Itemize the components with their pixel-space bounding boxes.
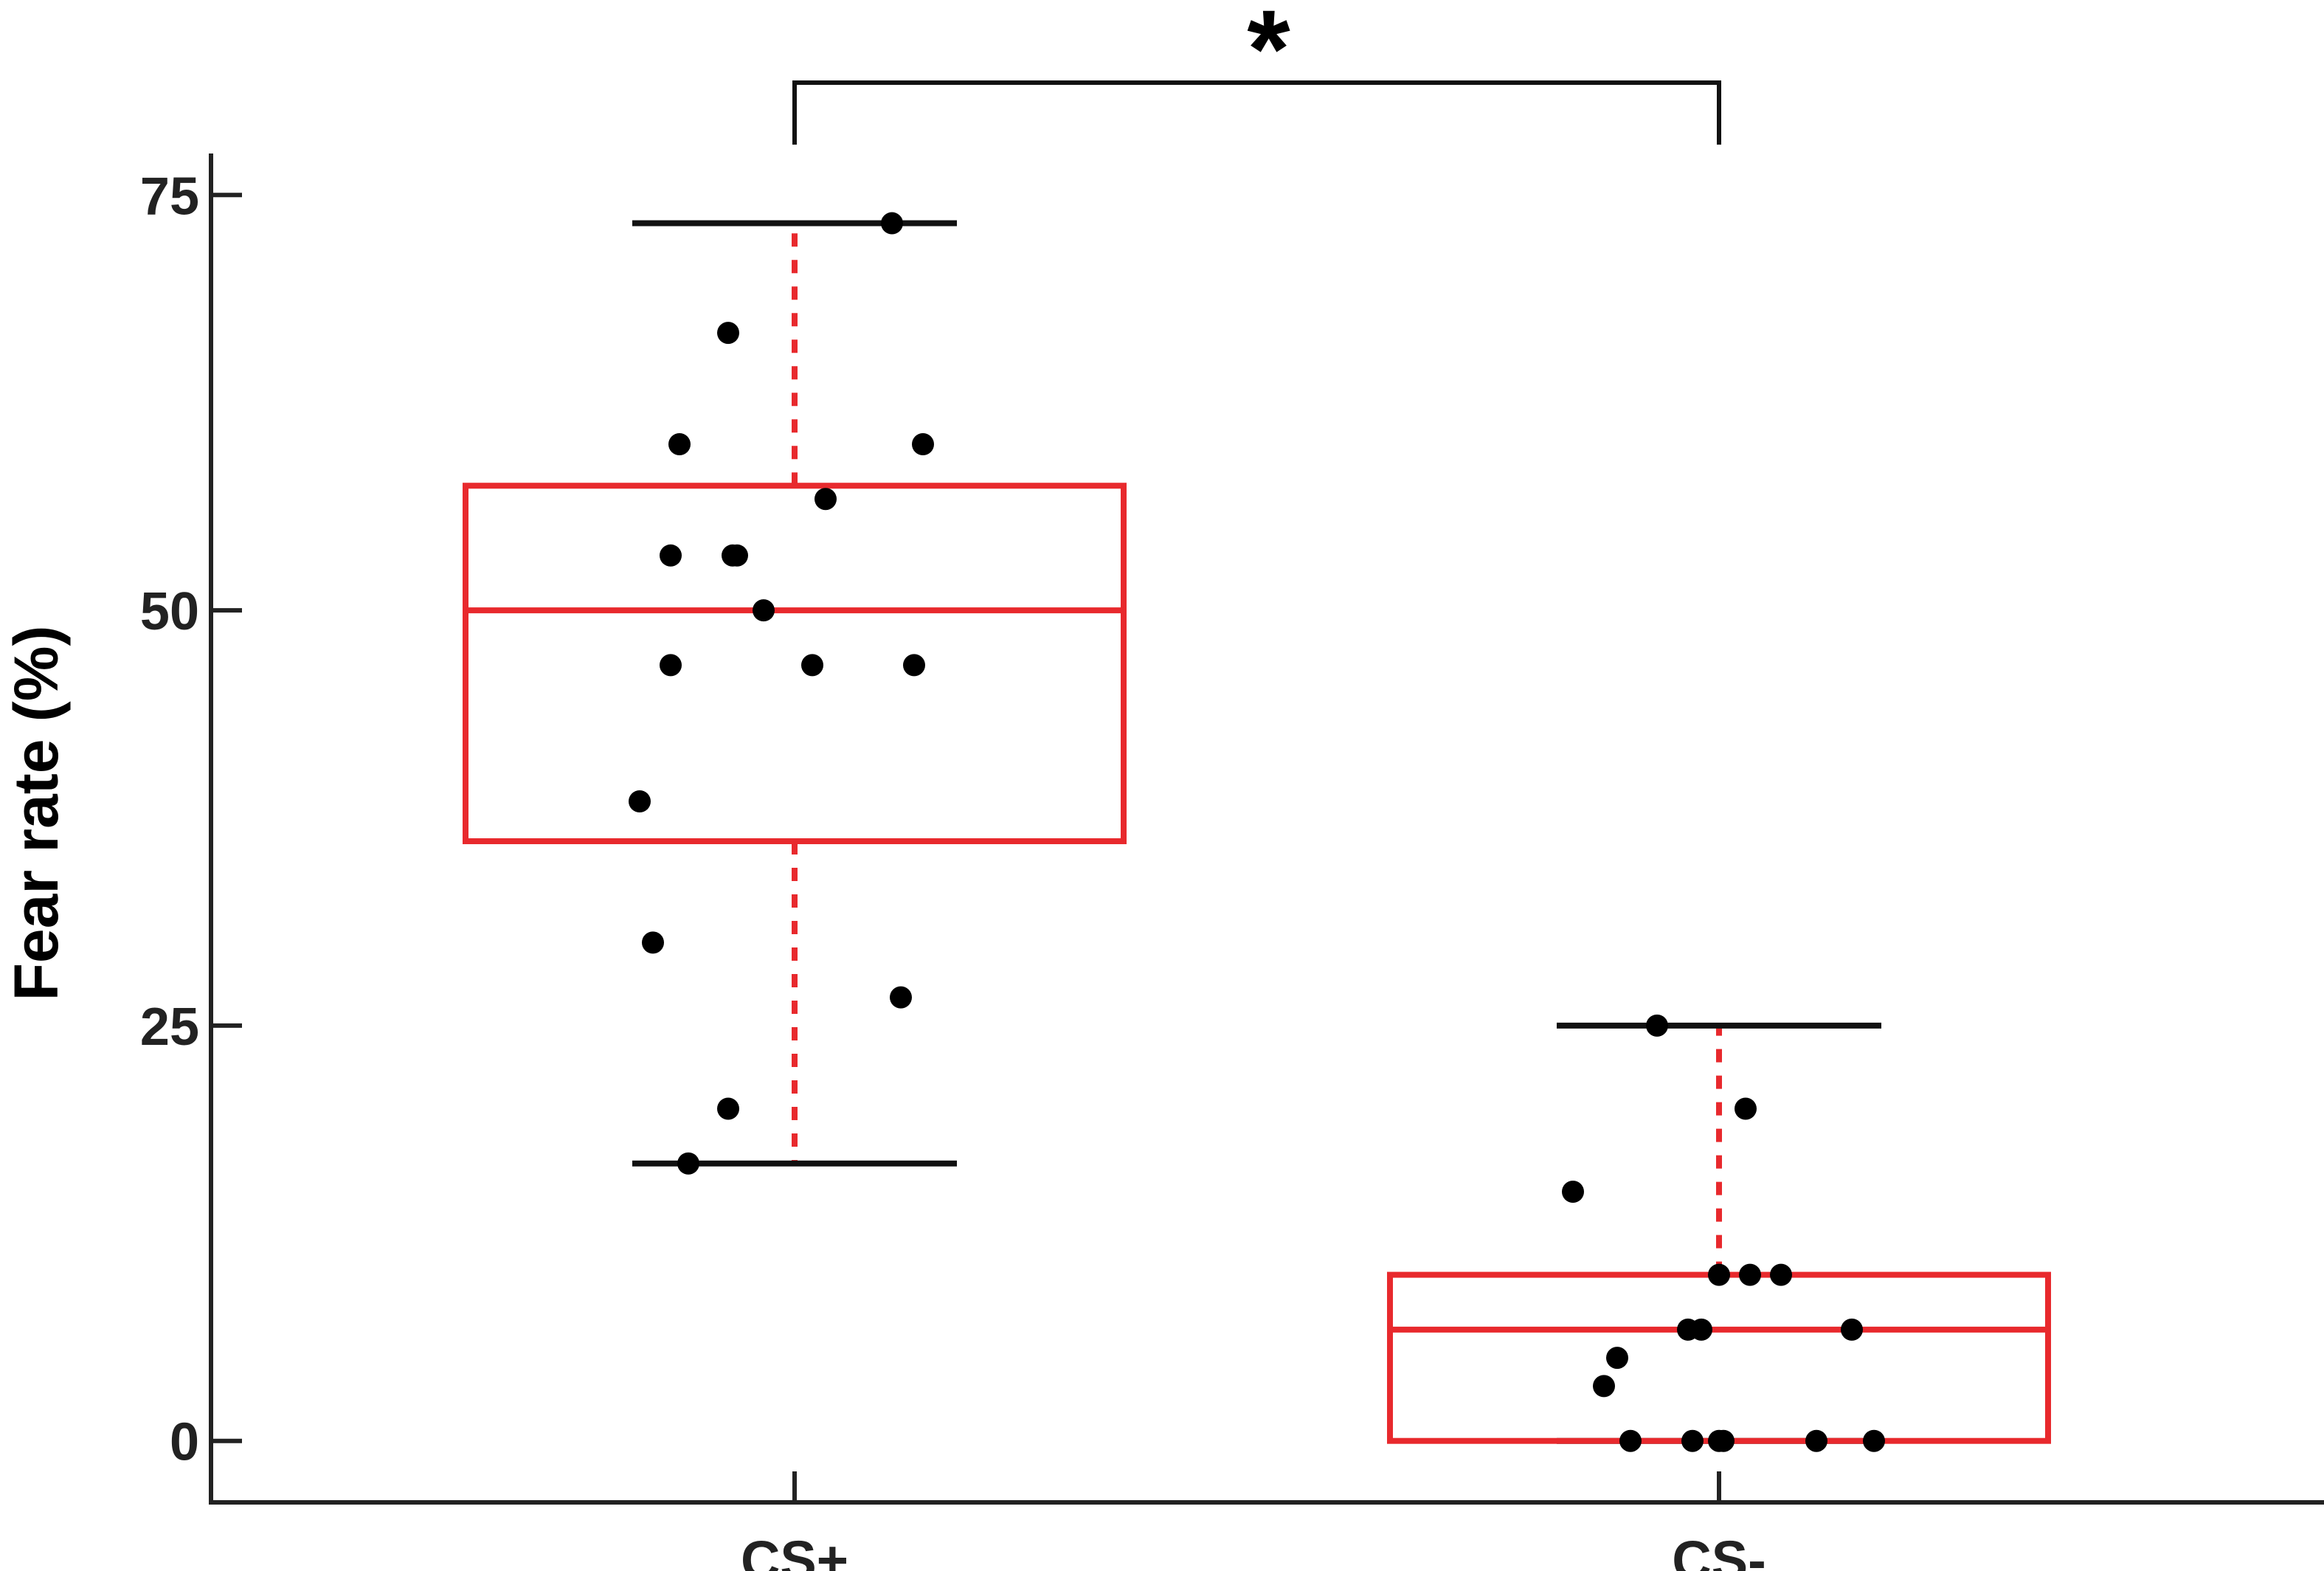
significance-annotation: * [792, 0, 1721, 145]
data-point [1805, 1429, 1827, 1452]
data-point [890, 986, 912, 1009]
data-point [1606, 1347, 1628, 1370]
y-tick-label: 75 [140, 167, 199, 226]
data-point [1593, 1375, 1615, 1398]
axes: 0 25 50 75 CS+ CS- [140, 153, 2324, 1571]
x-tick-label: CS+ [741, 1530, 848, 1571]
data-point [1619, 1429, 1642, 1452]
data-point [1562, 1181, 1584, 1204]
box-group [463, 220, 2051, 1444]
data-point [912, 432, 934, 455]
data-points [629, 212, 1885, 1452]
data-point [1739, 1263, 1761, 1286]
data-point [717, 1097, 739, 1120]
data-point [801, 654, 823, 677]
data-point [1690, 1318, 1712, 1341]
data-point [726, 544, 748, 567]
data-point [753, 599, 775, 622]
y-tick-label: 25 [140, 998, 199, 1057]
data-point [1681, 1429, 1704, 1452]
data-point [717, 322, 739, 345]
data-point [629, 790, 651, 812]
y-axis-label: Fear rate (%) [1, 626, 71, 1001]
data-point [1770, 1263, 1792, 1286]
data-point [1735, 1097, 1757, 1120]
y-tick-label: 0 [170, 1413, 199, 1472]
data-point [660, 544, 682, 567]
x-tick-label: CS- [1672, 1530, 1766, 1571]
data-point [903, 654, 925, 677]
significance-star: * [1247, 0, 1290, 111]
data-point [881, 212, 903, 235]
y-tick-label: 50 [140, 582, 199, 641]
data-point [1708, 1263, 1730, 1286]
data-point [677, 1152, 699, 1175]
data-point [815, 488, 837, 511]
iqr-box [1387, 1271, 2051, 1444]
significance-bracket [792, 80, 1721, 145]
data-point [1863, 1429, 1885, 1452]
data-point [1841, 1318, 1863, 1341]
data-point [660, 654, 682, 677]
data-point [668, 432, 691, 455]
iqr-box [463, 483, 1127, 845]
data-point [1646, 1014, 1668, 1037]
data-point [642, 931, 664, 954]
data-point [1712, 1429, 1735, 1452]
